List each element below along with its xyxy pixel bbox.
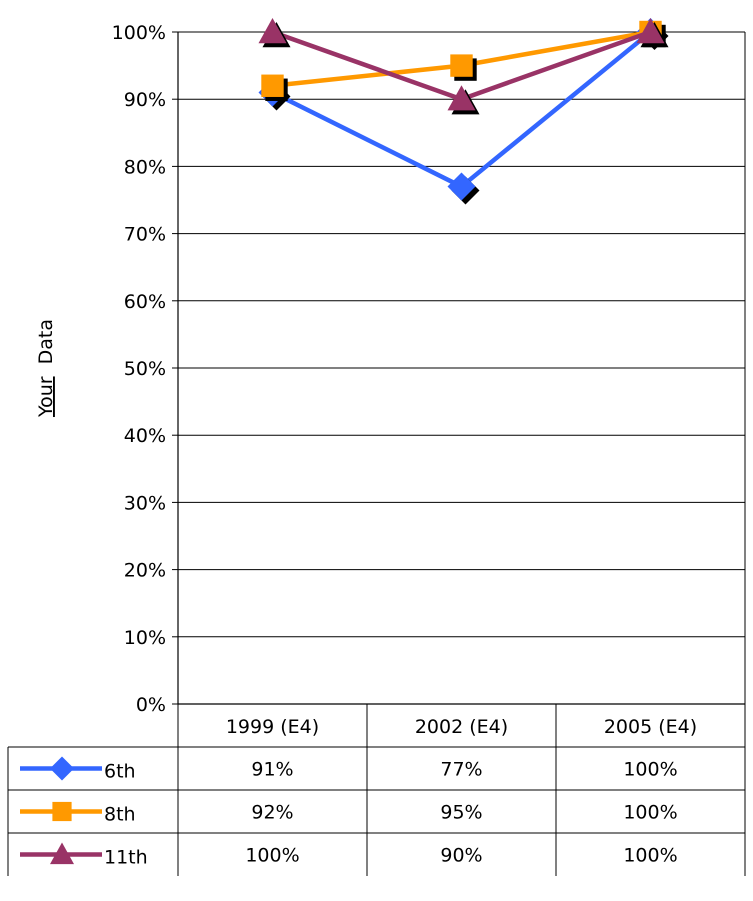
y-tick-label: 40%: [124, 425, 166, 447]
data-point-11th-1: [447, 85, 476, 111]
data-label-8th-1: 95%: [440, 802, 482, 824]
series-lines: [258, 18, 669, 205]
gridlines: [178, 31, 745, 638]
data-label-6th-1: 77%: [440, 759, 482, 781]
legend-label-8th: 8th: [104, 804, 136, 826]
data-label-11th-1: 90%: [440, 845, 482, 867]
data-point-8th-0: [261, 74, 284, 97]
data-table: 1999 (E4) 2002 (E4) 2005 (E4) 6th 91% 77% 100%…: [7, 704, 746, 876]
y-axis-title-rest: Data: [35, 319, 57, 376]
legend-marker-8th: [52, 801, 72, 822]
legend-label-11th: 11th: [104, 847, 148, 869]
y-tick-label: 50%: [124, 358, 166, 380]
y-axis-title: Your Data: [35, 319, 57, 418]
y-tick-label: 100%: [112, 22, 166, 44]
x-category-label: 2002 (E4): [415, 716, 508, 738]
y-axis-ticks: 0% 10% 20% 30% 40% 50% 60% 70% 80% 90% 100%: [112, 22, 178, 716]
legend-label-6th: 6th: [104, 761, 136, 783]
y-axis-label: Your Data: [35, 319, 57, 418]
y-tick-label: 90%: [124, 89, 166, 111]
legend-marker-6th: [50, 756, 74, 781]
data-point-11th-2: [636, 18, 665, 44]
data-point-6th-1: [447, 172, 476, 201]
y-tick-label: 70%: [124, 224, 166, 246]
data-label-6th-2: 100%: [623, 759, 677, 781]
y-tick-label: 20%: [124, 560, 166, 582]
y-tick-label: 60%: [124, 291, 166, 313]
data-label-11th-0: 100%: [245, 845, 299, 867]
y-tick-label: 80%: [124, 156, 166, 178]
x-category-label: 2005 (E4): [604, 716, 697, 738]
legend-marker-11th: [50, 842, 74, 865]
data-label-8th-2: 100%: [623, 802, 677, 824]
data-label-6th-0: 91%: [251, 759, 293, 781]
y-axis-title-underlined: Your: [35, 376, 57, 418]
data-label-11th-2: 100%: [623, 845, 677, 867]
x-category-label: 1999 (E4): [226, 716, 319, 738]
data-point-11th-0: [258, 18, 287, 44]
data-label-8th-0: 92%: [251, 802, 293, 824]
y-tick-label: 0%: [136, 694, 166, 716]
data-point-8th-1: [450, 54, 473, 77]
y-tick-label: 10%: [124, 627, 166, 649]
y-tick-label: 30%: [124, 492, 166, 514]
